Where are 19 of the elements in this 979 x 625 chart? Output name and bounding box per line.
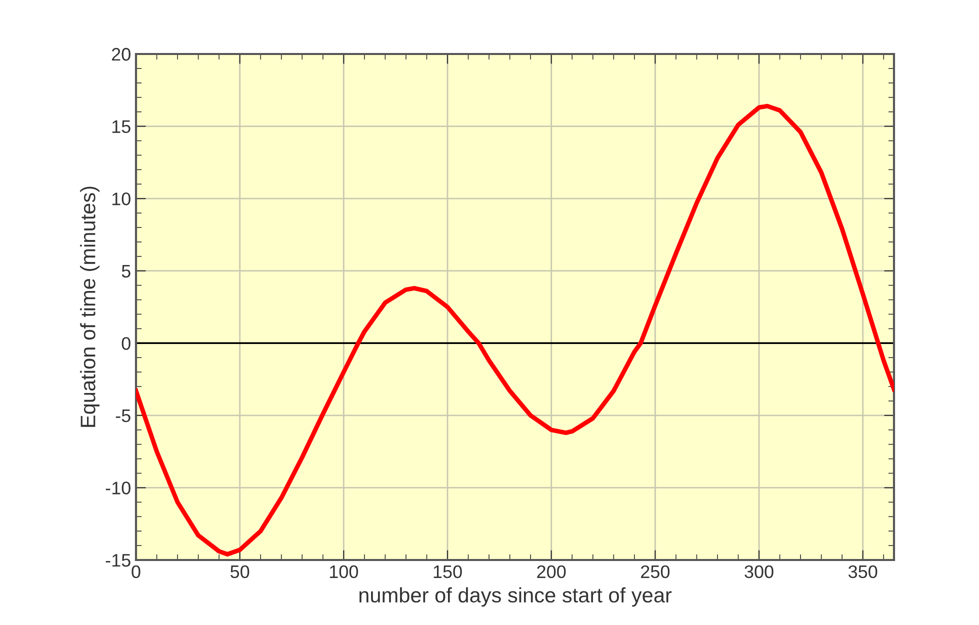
y-tick-label: -5 bbox=[116, 410, 130, 422]
y-tick-label: 15 bbox=[112, 120, 130, 134]
y-tick-label: -10 bbox=[106, 482, 130, 494]
x-tick-label: 300 bbox=[744, 565, 774, 578]
x-tick-label: 50 bbox=[230, 565, 250, 578]
line-series bbox=[136, 104, 894, 556]
x-tick-label: 100 bbox=[330, 565, 358, 578]
y-tick-label: 20 bbox=[112, 48, 130, 61]
y-tick-label: -15 bbox=[106, 554, 130, 567]
y-tick-label: 10 bbox=[112, 192, 130, 206]
x-tick-label: 0 bbox=[132, 565, 140, 578]
y-axis-title: Equation of time (minutes) bbox=[80, 186, 100, 427]
x-tick-label: 350 bbox=[848, 565, 878, 578]
x-tick-label: 250 bbox=[641, 565, 670, 578]
y-tick-label: 5 bbox=[122, 264, 130, 278]
x-tick-label: 200 bbox=[537, 565, 566, 578]
x-axis-title: number of days since start of year bbox=[359, 587, 672, 607]
x-tick-label: 150 bbox=[434, 565, 462, 578]
y-tick-label: 0 bbox=[122, 337, 130, 350]
